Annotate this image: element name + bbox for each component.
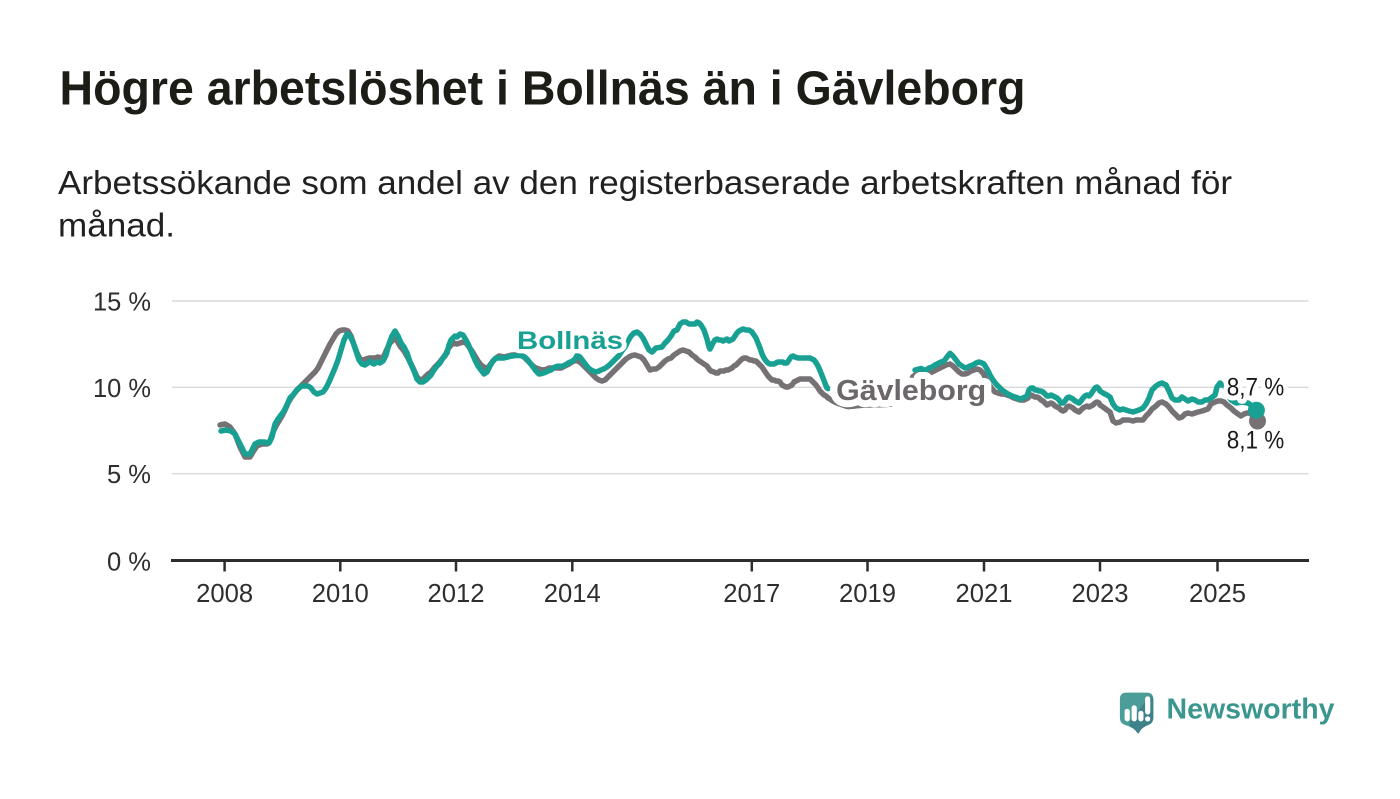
svg-text:8,1 %: 8,1 % (1227, 426, 1285, 454)
svg-text:2019: 2019 (839, 578, 896, 608)
svg-text:2025: 2025 (1189, 578, 1246, 608)
svg-text:Bollnäs: Bollnäs (517, 327, 623, 355)
svg-text:0 %: 0 % (107, 547, 151, 577)
svg-text:15 %: 15 % (93, 287, 151, 317)
svg-text:2017: 2017 (723, 578, 780, 608)
svg-text:Högre arbetslöshet i Bollnäs ä: Högre arbetslöshet i Bollnäs än i Gävleb… (60, 63, 1026, 116)
svg-text:10 %: 10 % (93, 373, 151, 403)
svg-text:2008: 2008 (196, 578, 253, 608)
svg-text:månad.: månad. (58, 207, 175, 244)
svg-text:Arbetssökande som andel av den: Arbetssökande som andel av den registerb… (58, 164, 1232, 201)
svg-text:2014: 2014 (544, 578, 601, 608)
svg-text:5 %: 5 % (107, 459, 151, 489)
svg-text:2021: 2021 (956, 578, 1013, 608)
svg-text:2010: 2010 (312, 578, 369, 608)
svg-text:2023: 2023 (1072, 578, 1129, 608)
svg-text:2012: 2012 (428, 578, 485, 608)
svg-text:Gävleborg: Gävleborg (836, 375, 986, 407)
svg-text:8,7 %: 8,7 % (1227, 374, 1285, 402)
svg-text:Newsworthy: Newsworthy (1167, 694, 1335, 726)
